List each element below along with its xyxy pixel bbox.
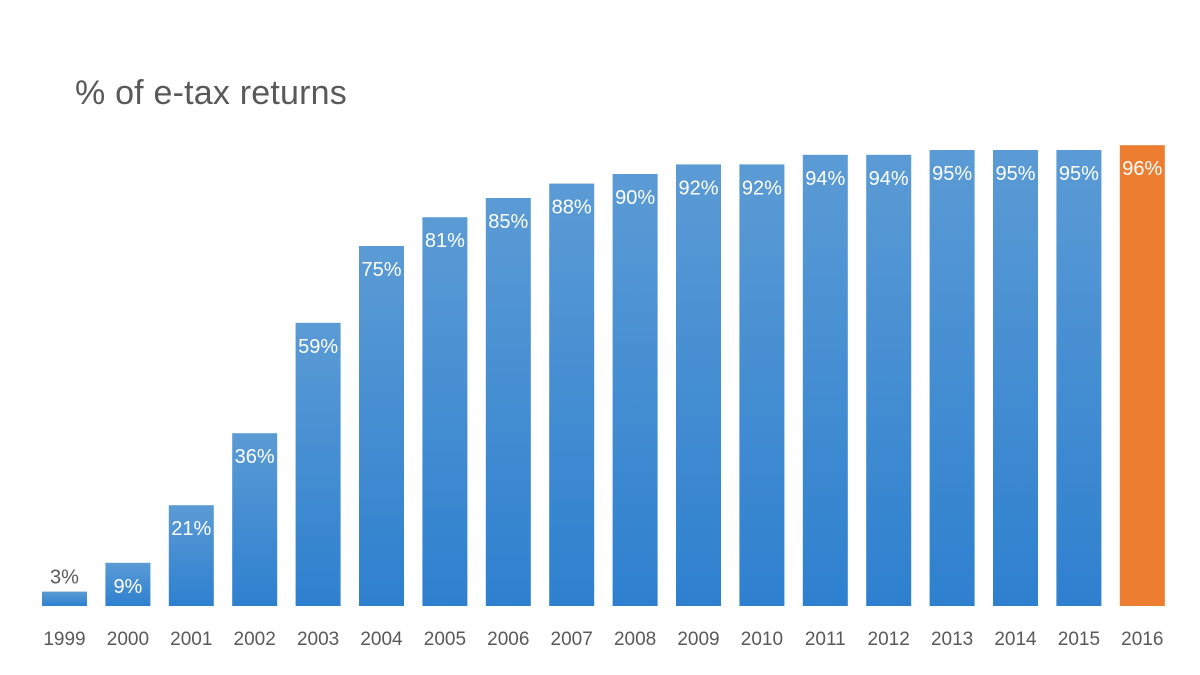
bar-2016	[1119, 145, 1165, 606]
data-label-2005: 81%	[425, 230, 465, 252]
x-tick-2012: 2012	[868, 629, 910, 650]
bar-2004	[359, 246, 404, 606]
x-tick-2008: 2008	[614, 629, 656, 650]
data-label-2012: 94%	[869, 168, 909, 190]
x-tick-1999: 1999	[43, 629, 85, 650]
bar-2014	[993, 150, 1038, 606]
x-tick-2007: 2007	[551, 629, 593, 650]
x-tick-2004: 2004	[360, 629, 403, 650]
bar-2010	[739, 164, 785, 606]
data-label-2014: 95%	[995, 163, 1035, 185]
bar-2011	[802, 154, 848, 607]
data-label-2016: 96%	[1122, 158, 1162, 180]
bar-2002	[232, 433, 278, 606]
x-tick-2005: 2005	[424, 629, 466, 650]
x-tick-2010: 2010	[741, 629, 783, 650]
bar-2005	[422, 217, 468, 606]
bar-2001	[168, 505, 214, 606]
data-label-2015: 95%	[1059, 163, 1099, 185]
bars-layer	[42, 145, 1165, 607]
x-tick-2000: 2000	[107, 629, 149, 650]
bar-2007	[549, 183, 595, 606]
data-label-2007: 88%	[552, 197, 592, 219]
data-label-2011: 94%	[805, 168, 845, 190]
bar-2009	[676, 164, 721, 606]
data-label-2009: 92%	[678, 177, 718, 199]
data-label-2003: 59%	[298, 336, 338, 358]
x-tick-2009: 2009	[677, 629, 719, 650]
data-label-2001: 21%	[171, 518, 211, 540]
x-tick-2015: 2015	[1058, 629, 1100, 650]
x-tick-2003: 2003	[297, 629, 339, 650]
data-label-1999: 3%	[50, 567, 79, 589]
data-label-2004: 75%	[361, 259, 401, 281]
bar-2008	[612, 174, 658, 606]
data-label-2000: 9%	[113, 576, 142, 598]
bar-2012	[866, 154, 912, 607]
x-tick-2013: 2013	[931, 629, 973, 650]
x-tick-2002: 2002	[234, 629, 276, 650]
x-tick-2014: 2014	[994, 629, 1037, 650]
x-tick-2016: 2016	[1121, 629, 1163, 650]
data-label-2010: 92%	[742, 177, 782, 199]
x-tick-2011: 2011	[805, 629, 846, 650]
x-axis-ticks: 1999 2000 2001 2002 2003 2004 2005 2006 2007 2008…	[43, 629, 1163, 650]
bar-2006	[485, 198, 531, 606]
data-label-2008: 90%	[615, 187, 655, 209]
x-tick-2006: 2006	[487, 629, 529, 650]
data-labels-layer: 3% 9% 21% 36% 59% 75% 81% 85% 88% 90% 92% 92% 94% 94%…	[50, 158, 1162, 598]
bar-2013	[929, 150, 975, 606]
data-label-2006: 85%	[488, 211, 528, 233]
bar-2015	[1056, 150, 1102, 606]
data-label-2002: 36%	[235, 446, 275, 468]
bar-2000	[105, 562, 151, 606]
bar-1999	[42, 591, 87, 606]
data-label-2013: 95%	[932, 163, 972, 185]
chart-title: % of e-tax returns	[75, 74, 347, 112]
x-tick-2001: 2001	[170, 629, 212, 650]
bar-2003	[295, 322, 341, 606]
